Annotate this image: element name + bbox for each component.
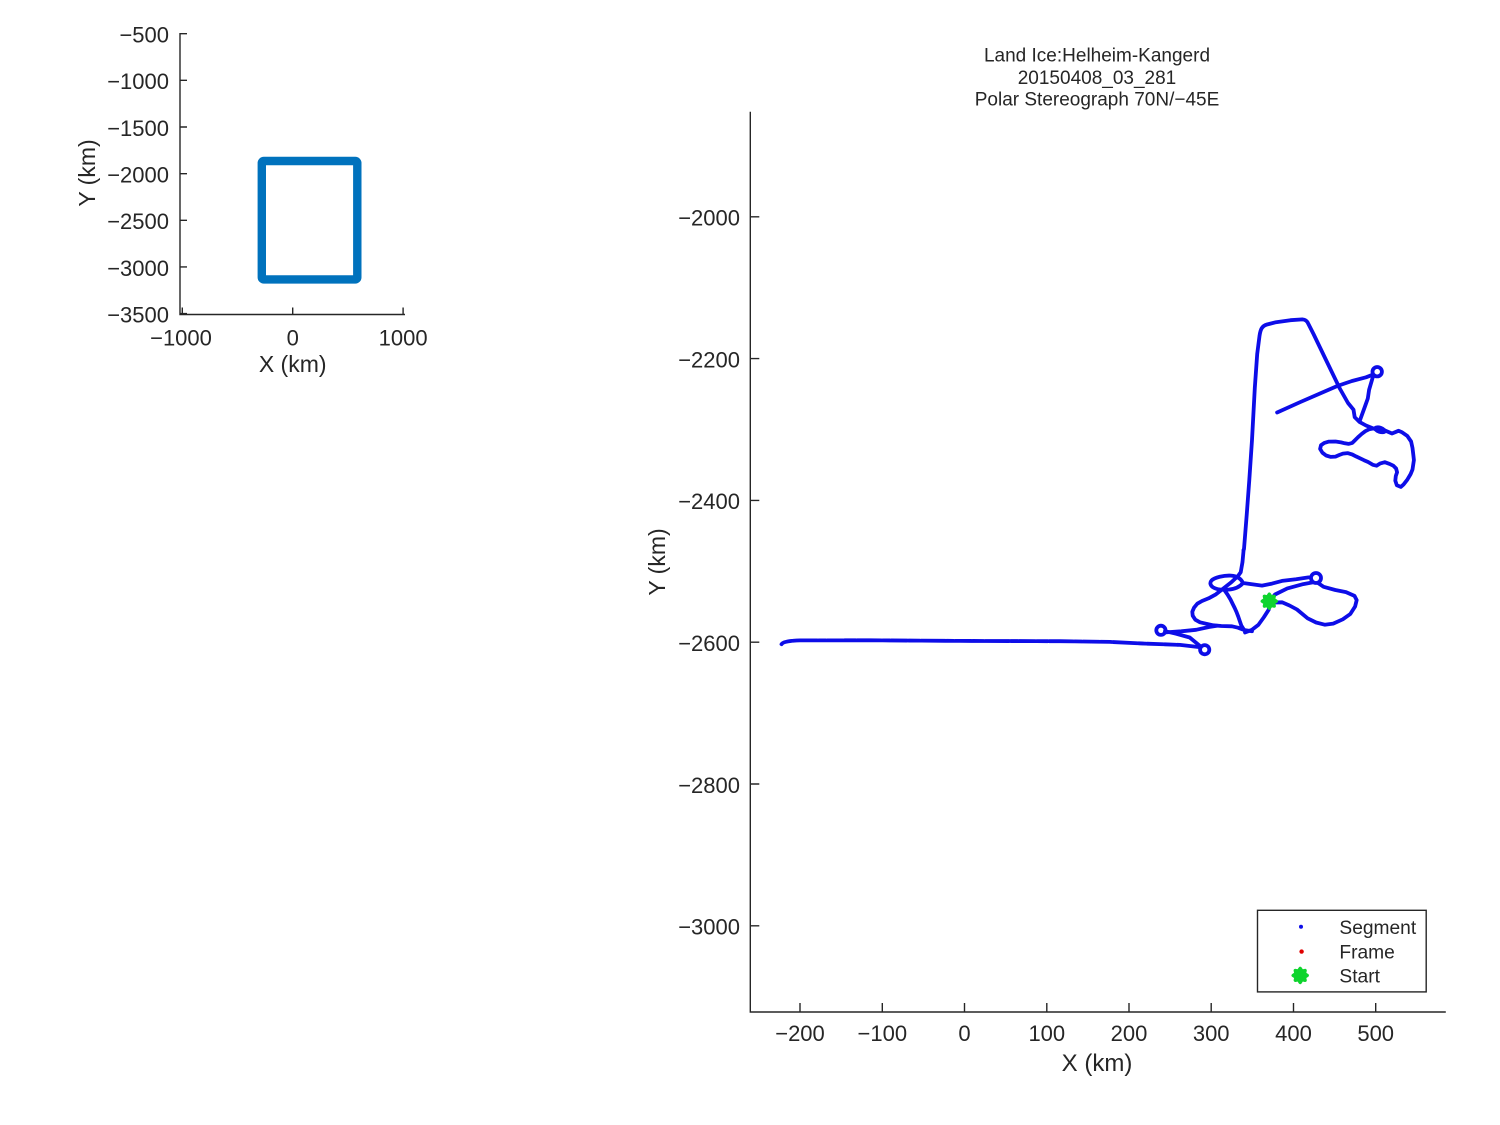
svg-text:−2500: −2500: [107, 209, 169, 234]
svg-text:−2800: −2800: [678, 773, 740, 798]
svg-text:−2600: −2600: [678, 631, 740, 656]
svg-text:−1000: −1000: [150, 326, 212, 351]
svg-text:−500: −500: [119, 23, 169, 48]
svg-text:20150408_03_281: 20150408_03_281: [1018, 68, 1177, 89]
svg-text:Frame: Frame: [1339, 943, 1394, 964]
svg-text:−100: −100: [858, 1021, 908, 1046]
svg-text:−2400: −2400: [678, 489, 740, 514]
svg-text:−3000: −3000: [678, 915, 740, 940]
svg-text:−3000: −3000: [107, 256, 169, 281]
svg-text:−2000: −2000: [678, 206, 740, 231]
svg-text:Y (km): Y (km): [74, 139, 100, 206]
svg-text:−1500: −1500: [107, 116, 169, 141]
svg-text:0: 0: [958, 1021, 970, 1046]
svg-text:100: 100: [1028, 1021, 1065, 1046]
svg-text:1000: 1000: [379, 326, 428, 351]
svg-text:X (km): X (km): [259, 351, 327, 377]
svg-text:−3500: −3500: [107, 302, 169, 327]
svg-text:X (km): X (km): [1062, 1050, 1133, 1077]
svg-text:Land Ice:Helheim-Kangerd: Land Ice:Helheim-Kangerd: [984, 46, 1210, 67]
svg-text:Segment: Segment: [1339, 918, 1416, 939]
svg-text:Start: Start: [1339, 966, 1380, 987]
svg-text:300: 300: [1193, 1021, 1230, 1046]
svg-text:0: 0: [287, 326, 299, 351]
svg-text:200: 200: [1111, 1021, 1148, 1046]
svg-text:400: 400: [1275, 1021, 1312, 1046]
svg-text:−200: −200: [775, 1021, 825, 1046]
svg-text:−1000: −1000: [107, 69, 169, 94]
svg-text:−2200: −2200: [678, 347, 740, 372]
svg-text:−2000: −2000: [107, 163, 169, 188]
svg-text:Polar Stereograph 70N/−45E: Polar Stereograph 70N/−45E: [975, 90, 1220, 111]
svg-text:Y (km): Y (km): [644, 528, 670, 595]
svg-text:500: 500: [1357, 1021, 1394, 1046]
